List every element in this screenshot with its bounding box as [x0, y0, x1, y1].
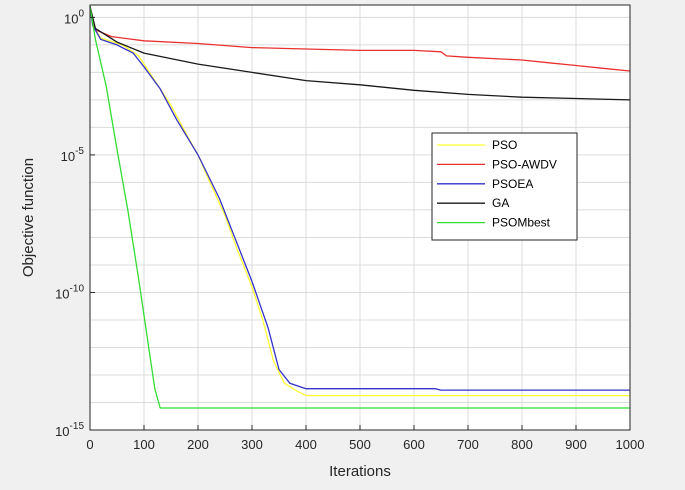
x-tick-label: 500 [349, 437, 371, 452]
x-tick-label: 700 [457, 437, 479, 452]
x-tick-label: 200 [187, 437, 209, 452]
legend-entry-label: PSOEA [492, 177, 533, 191]
y-tick-label: 10-15 [55, 421, 84, 439]
x-axis-label: Iterations [329, 463, 391, 480]
y-tick-label: 100 [64, 8, 84, 26]
legend-entry-label: PSOMbest [492, 216, 551, 230]
legend-box [431, 132, 578, 241]
x-tick-label: 1000 [616, 437, 645, 452]
x-tick-label: 800 [511, 437, 533, 452]
series-layer [89, 6, 631, 409]
legend-entry-label: GA [492, 196, 509, 210]
x-tick-label: 400 [295, 437, 317, 452]
legend-entry-label: PSO [492, 138, 517, 152]
x-tick-labels: 0 100 200 300 400 500 600 700 800 900 1000 [86, 437, 644, 452]
x-tick-label: 0 [86, 437, 93, 452]
x-tick-label: 900 [565, 437, 587, 452]
x-tick-label: 600 [403, 437, 425, 452]
x-tick-label: 300 [241, 437, 263, 452]
y-tick-labels: 100 10-5 10-10 10-15 [55, 8, 84, 439]
axis-ticks [89, 16, 631, 431]
y-tick-label: 10-10 [55, 283, 84, 301]
y-axis-label: Objective function [20, 158, 37, 277]
series-line-psombest [89, 6, 630, 409]
series-line-ga [89, 6, 631, 101]
x-tick-label: 100 [133, 437, 155, 452]
legend-entry-label: PSO-AWDV [492, 157, 557, 171]
y-tick-label: 10-5 [61, 146, 85, 164]
series-line-pso-awdv [89, 6, 631, 72]
legend: PSO PSO-AWDV PSOEA GA PSOMbest [431, 132, 578, 241]
series-line-psoea [89, 6, 630, 391]
series-line-pso [89, 6, 630, 397]
